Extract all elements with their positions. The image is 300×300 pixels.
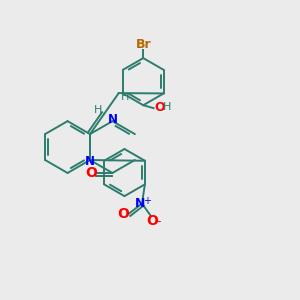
Text: +: + bbox=[143, 196, 151, 206]
Text: O: O bbox=[154, 101, 165, 114]
Text: N: N bbox=[135, 197, 146, 210]
Text: H: H bbox=[163, 102, 172, 112]
Text: N: N bbox=[85, 155, 95, 168]
Text: O: O bbox=[118, 207, 129, 221]
Text: O: O bbox=[85, 166, 97, 180]
Text: -: - bbox=[156, 215, 160, 228]
Text: Br: Br bbox=[135, 38, 151, 51]
Text: N: N bbox=[108, 113, 118, 126]
Text: H: H bbox=[121, 92, 130, 102]
Text: O: O bbox=[146, 214, 158, 228]
Text: H: H bbox=[93, 105, 102, 115]
